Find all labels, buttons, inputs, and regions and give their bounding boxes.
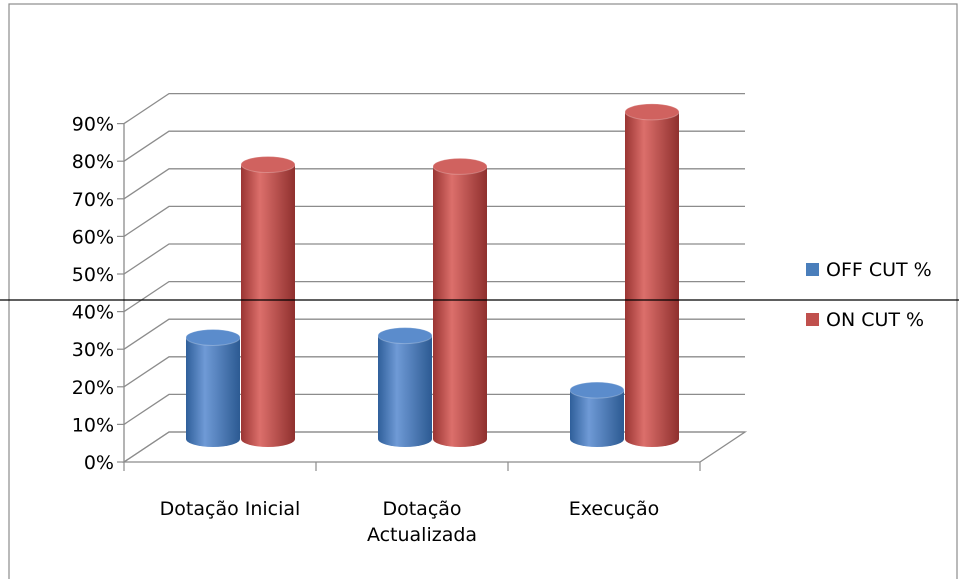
gridline <box>123 431 745 463</box>
legend-swatch <box>806 263 819 276</box>
bar-top <box>624 103 680 121</box>
bar-top <box>432 157 488 175</box>
bar <box>432 157 488 447</box>
y-tick-label: 20% <box>72 377 114 399</box>
gridline <box>123 243 745 275</box>
y-tick-label: 50% <box>72 264 114 286</box>
bar <box>377 327 433 447</box>
y-tick-label: 80% <box>72 151 114 173</box>
gridline <box>123 356 745 388</box>
gridline <box>123 393 745 425</box>
bar-body <box>378 335 432 447</box>
bar-body <box>625 111 679 447</box>
bar <box>624 103 680 447</box>
bar-top <box>569 381 625 399</box>
gridline <box>123 205 745 237</box>
gridline <box>123 92 745 125</box>
x-tick-label: Dotação Inicial <box>160 498 301 520</box>
x-tick-label: Execução <box>569 498 660 520</box>
x-axis: Dotação Inicial Dotação Actualizada Execuçã… <box>123 462 701 546</box>
y-tick-label: 30% <box>72 339 114 361</box>
x-tick-label: Dotação Actualizada <box>367 498 477 546</box>
bar <box>240 156 296 447</box>
bars <box>185 103 680 447</box>
bar-top <box>185 328 241 346</box>
y-tick-label: 40% <box>72 302 114 324</box>
bar <box>185 328 241 447</box>
gridline <box>123 168 745 200</box>
gridline <box>123 318 745 350</box>
bar-body <box>186 337 240 447</box>
bar-body <box>433 166 487 447</box>
y-axis: 0% 10% 20% 30% 40% 50% 60% 70% 80% 90% <box>72 114 124 474</box>
gridline <box>123 280 745 313</box>
bar <box>569 381 625 447</box>
gridline <box>123 130 745 162</box>
bar-body <box>241 164 295 447</box>
y-tick-label: 90% <box>72 114 114 136</box>
y-tick-label: 60% <box>72 226 114 248</box>
y-tick-label: 0% <box>84 452 114 474</box>
bar-body <box>570 390 624 447</box>
legend-label: OFF CUT % <box>826 259 932 281</box>
bar-top <box>377 327 433 345</box>
gridlines <box>123 92 745 463</box>
y-tick-label: 70% <box>72 189 114 211</box>
legend: OFF CUT % ON CUT % <box>806 259 932 331</box>
legend-label: ON CUT % <box>826 309 924 331</box>
bar-top <box>240 156 296 174</box>
legend-swatch <box>806 313 819 326</box>
y-tick-label: 10% <box>72 414 114 436</box>
